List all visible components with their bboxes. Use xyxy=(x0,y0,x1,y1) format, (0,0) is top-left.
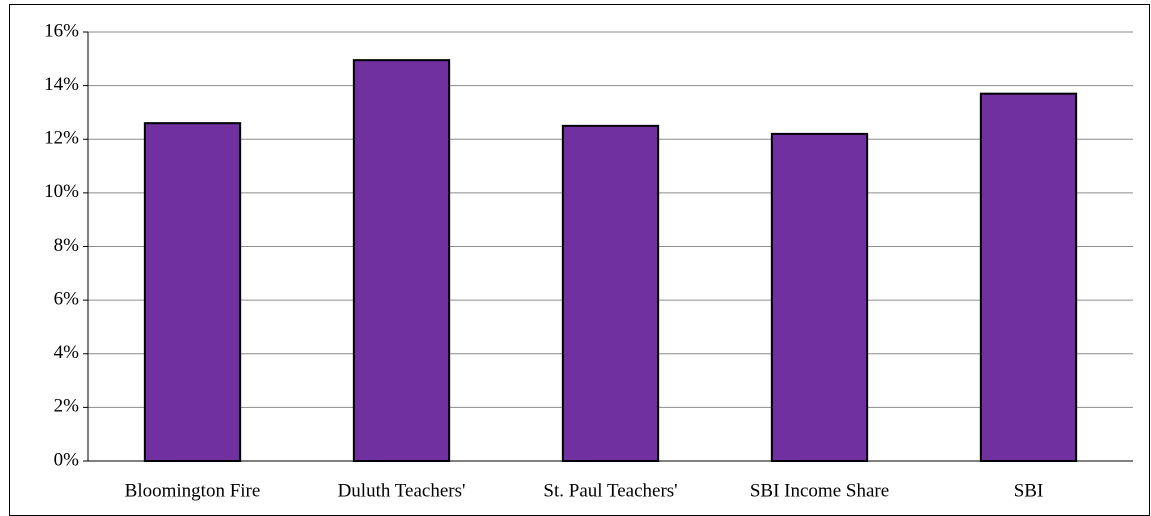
y-tick-label: 6% xyxy=(54,288,80,309)
x-tick-label: St. Paul Teachers' xyxy=(543,480,677,501)
y-tick-label: 16% xyxy=(44,20,79,41)
x-tick-label: Bloomington Fire xyxy=(125,480,261,501)
x-tick-label: SBI Income Share xyxy=(750,480,889,501)
bar xyxy=(561,124,660,462)
y-tick-label: 0% xyxy=(54,449,80,470)
y-tick-label: 12% xyxy=(44,128,79,149)
bar xyxy=(352,59,451,462)
y-tick-label: 8% xyxy=(54,235,80,256)
bar xyxy=(143,122,242,462)
y-tick-label: 14% xyxy=(44,74,79,95)
y-tick-label: 4% xyxy=(54,342,80,363)
y-tick-label: 10% xyxy=(44,181,79,202)
y-tick-label: 2% xyxy=(54,396,80,417)
bar xyxy=(770,132,869,462)
x-tick-label: SBI xyxy=(1014,480,1044,501)
x-tick-label: Duluth Teachers' xyxy=(338,480,466,501)
bar xyxy=(979,92,1078,462)
